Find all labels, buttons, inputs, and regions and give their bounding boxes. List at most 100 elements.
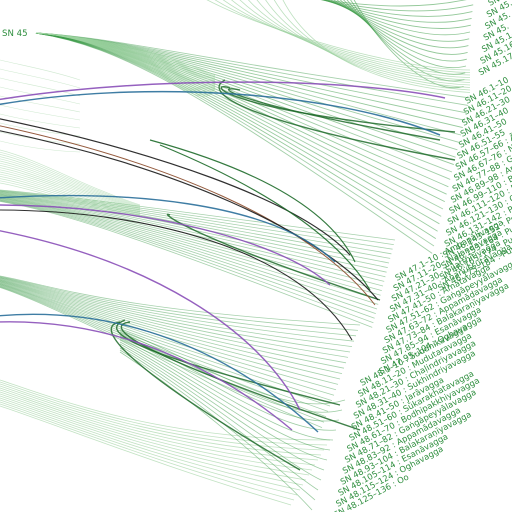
fan-mid-left-0 bbox=[0, 149, 141, 206]
fan-line-top2-7 bbox=[265, 0, 471, 88]
fan-sn48-6 bbox=[119, 341, 328, 461]
fan-bottom-6 bbox=[0, 391, 313, 471]
fan-sn48-4 bbox=[119, 337, 334, 441]
cross-link-3 bbox=[0, 125, 376, 306]
fan-low-2 bbox=[0, 276, 357, 337]
fan-line-top-13 bbox=[353, 0, 464, 89]
fan-line-top2-6 bbox=[256, 0, 471, 86]
fan-bottom-1 bbox=[0, 381, 328, 446]
fan-mid-left-7 bbox=[0, 165, 141, 211]
fan-low-10 bbox=[0, 281, 341, 380]
fan-sn48-2 bbox=[119, 333, 340, 422]
fan-sn48-7 bbox=[119, 343, 325, 471]
fan-bottom-4 bbox=[0, 387, 319, 461]
fan-bottom-10 bbox=[0, 399, 301, 491]
fan-left-edge-6 bbox=[0, 113, 81, 129]
cross-link-0 bbox=[0, 81, 446, 101]
fan-mid-left-4 bbox=[0, 158, 141, 209]
fan-line-top2-5 bbox=[248, 0, 471, 83]
loop-arc-6 bbox=[166, 213, 381, 301]
fan-low-0 bbox=[0, 275, 361, 326]
fan-line-top2-0 bbox=[206, 0, 471, 71]
fan-root-13 bbox=[35, 32, 447, 195]
cross-link-10 bbox=[0, 321, 293, 431]
fan-low-18 bbox=[0, 286, 325, 423]
fan-mid-left-8 bbox=[0, 167, 141, 212]
root-label-sn45: SN 45 bbox=[2, 29, 28, 39]
fan-low-14 bbox=[0, 284, 333, 401]
loop-arc-2 bbox=[227, 88, 441, 141]
fan-low-8 bbox=[0, 280, 345, 369]
fan-bottom-0 bbox=[0, 379, 331, 441]
cross-link-12 bbox=[159, 144, 371, 291]
fan-low-4 bbox=[0, 278, 353, 347]
fan-mid-left-1 bbox=[0, 151, 141, 207]
fan-mid-19 bbox=[0, 201, 373, 328]
fan-bottom-2 bbox=[0, 383, 325, 451]
fan-line-top-6 bbox=[330, 0, 470, 42]
fan-sn48-1 bbox=[119, 331, 343, 413]
fan-left-edge-4 bbox=[0, 95, 81, 113]
fan-mid-0 bbox=[0, 189, 396, 241]
fan-mid-8 bbox=[0, 194, 386, 278]
fan-mid-7 bbox=[0, 193, 387, 273]
cross-link-7 bbox=[0, 209, 353, 341]
fan-line-top2-9 bbox=[282, 0, 471, 93]
fan-bottom-8 bbox=[0, 395, 307, 481]
fan-mid-left-14 bbox=[0, 180, 141, 217]
cross-link-5 bbox=[0, 194, 336, 263]
fan-line-top2-2 bbox=[222, 0, 471, 76]
cross-link-8 bbox=[0, 230, 301, 411]
fan-low-17 bbox=[0, 285, 327, 418]
fan-mid-left-5 bbox=[0, 160, 141, 210]
fan-bottom-5 bbox=[0, 389, 316, 466]
fan-root-14 bbox=[35, 32, 445, 203]
fan-mid-left-12 bbox=[0, 176, 141, 215]
fan-mid-left-2 bbox=[0, 154, 141, 207]
fan-line-top-8 bbox=[336, 0, 468, 55]
fan-line-top2-8 bbox=[274, 0, 471, 91]
fan-mid-left-9 bbox=[0, 169, 141, 213]
fan-line-top-12 bbox=[350, 0, 465, 82]
fan-mid-left-10 bbox=[0, 171, 141, 214]
fan-bottom-13 bbox=[0, 405, 292, 506]
fan-low-5 bbox=[0, 278, 351, 353]
fan-low-11 bbox=[0, 282, 339, 385]
cross-link-9 bbox=[0, 313, 319, 433]
fan-line-top-9 bbox=[339, 0, 467, 62]
fan-sn48-8 bbox=[119, 345, 322, 481]
fan-mid-left-11 bbox=[0, 173, 141, 215]
fan-mid-9 bbox=[0, 195, 385, 282]
fan-sn48-0 bbox=[119, 329, 346, 405]
fan-line-top-7 bbox=[333, 0, 469, 49]
fan-mid-left-3 bbox=[0, 156, 141, 208]
cross-link-2 bbox=[0, 118, 351, 256]
fan-root-21 bbox=[35, 32, 433, 254]
fan-mid-11 bbox=[0, 196, 382, 291]
cross-links-layer bbox=[0, 79, 456, 471]
fan-mid-16 bbox=[0, 199, 376, 314]
fan-left-edge-9 bbox=[0, 140, 81, 153]
fan-mid-13 bbox=[0, 197, 380, 301]
fan-root-15 bbox=[35, 32, 444, 210]
fan-left-edge-5 bbox=[0, 104, 81, 121]
fan-line-top2-1 bbox=[214, 0, 471, 73]
fan-low-3 bbox=[0, 277, 355, 342]
fan-left-edge-2 bbox=[0, 77, 81, 97]
loop-arc-1 bbox=[218, 79, 456, 161]
cross-link-11 bbox=[149, 139, 356, 263]
fan-low-12 bbox=[0, 282, 337, 391]
fan-left-edge-0 bbox=[0, 59, 81, 81]
cross-link-4 bbox=[0, 130, 379, 301]
fan-low-16 bbox=[0, 285, 329, 412]
fan-line-top2-3 bbox=[231, 0, 471, 78]
fan-sn48-10 bbox=[119, 349, 316, 501]
fan-line-top-10 bbox=[343, 0, 467, 68]
fan-mid-17 bbox=[0, 199, 375, 319]
fan-bottom-9 bbox=[0, 397, 304, 486]
fan-low-6 bbox=[0, 279, 349, 358]
fan-bottom-3 bbox=[0, 385, 322, 456]
fan-root-short-17 bbox=[35, 32, 216, 97]
fan-sn48-9 bbox=[119, 347, 319, 491]
fan-bottom-12 bbox=[0, 403, 295, 501]
